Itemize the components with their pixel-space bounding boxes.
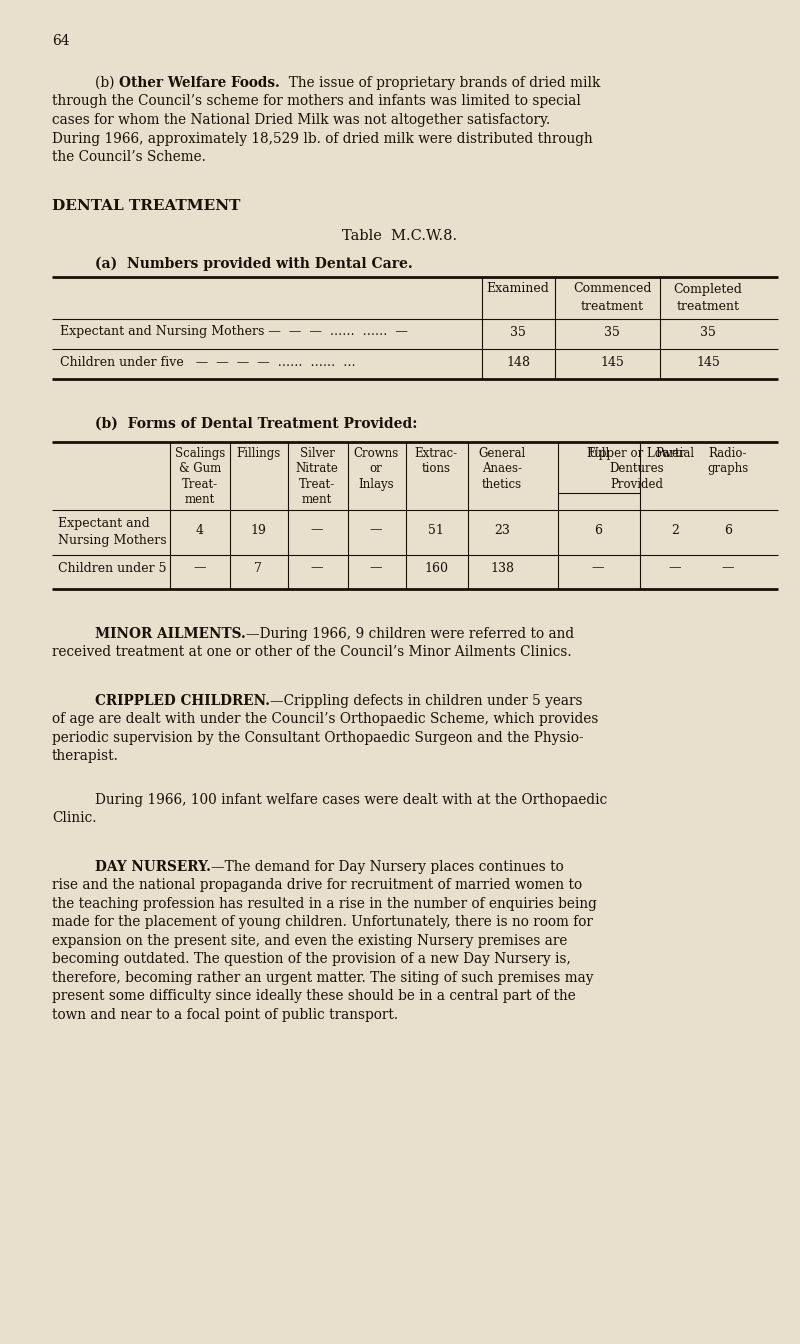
Text: 6: 6: [724, 524, 732, 536]
Text: tions: tions: [422, 462, 450, 474]
Text: —The demand for Day Nursery places continues to: —The demand for Day Nursery places conti…: [211, 860, 564, 874]
Text: expansion on the present site, and even the existing Nursery premises are: expansion on the present site, and even …: [52, 934, 567, 948]
Text: Clinic.: Clinic.: [52, 810, 97, 825]
Text: During 1966, 100 infant welfare cases were dealt with at the Orthopaedic: During 1966, 100 infant welfare cases we…: [95, 793, 607, 806]
Text: therefore, becoming rather an urgent matter. The siting of such premises may: therefore, becoming rather an urgent mat…: [52, 970, 594, 985]
Text: Nitrate: Nitrate: [295, 462, 338, 474]
Text: Crowns: Crowns: [354, 446, 398, 460]
Text: —: —: [669, 562, 682, 574]
Text: Scalings: Scalings: [175, 446, 225, 460]
Text: Silver: Silver: [299, 446, 334, 460]
Text: Other Welfare Foods.: Other Welfare Foods.: [119, 77, 280, 90]
Text: treatment: treatment: [581, 300, 643, 313]
Text: Commenced: Commenced: [573, 282, 651, 296]
Text: (b)  Forms of Dental Treatment Provided:: (b) Forms of Dental Treatment Provided:: [95, 417, 418, 430]
Text: 35: 35: [700, 325, 716, 339]
Text: —: —: [370, 524, 382, 536]
Text: 35: 35: [510, 325, 526, 339]
Text: (a)  Numbers provided with Dental Care.: (a) Numbers provided with Dental Care.: [95, 257, 413, 271]
Text: 4: 4: [196, 524, 204, 536]
Text: Nursing Mothers: Nursing Mothers: [58, 534, 166, 547]
Text: Upper or Lower: Upper or Lower: [589, 446, 684, 460]
Text: 145: 145: [600, 356, 624, 368]
Text: DAY NURSERY.: DAY NURSERY.: [95, 860, 211, 874]
Text: 160: 160: [424, 562, 448, 574]
Text: DENTAL TREATMENT: DENTAL TREATMENT: [52, 199, 240, 212]
Text: Full: Full: [586, 446, 610, 460]
Text: (b): (b): [95, 77, 119, 90]
Text: 138: 138: [490, 562, 514, 574]
Text: —: —: [194, 562, 206, 574]
Text: becoming outdated. The question of the provision of a new Day Nursery is,: becoming outdated. The question of the p…: [52, 952, 571, 966]
Text: or: or: [370, 462, 382, 474]
Text: the Council’s Scheme.: the Council’s Scheme.: [52, 151, 206, 164]
Text: Children under 5: Children under 5: [58, 562, 166, 574]
Text: Children under five   —  —  —  —  ……  ……  …: Children under five — — — — …… …… …: [60, 356, 356, 368]
Text: —: —: [722, 562, 734, 574]
Text: 19: 19: [250, 524, 266, 536]
Text: Extrac-: Extrac-: [414, 446, 458, 460]
Text: Examined: Examined: [486, 282, 550, 296]
Text: periodic supervision by the Consultant Orthopaedic Surgeon and the Physio-: periodic supervision by the Consultant O…: [52, 731, 584, 745]
Text: The issue of proprietary brands of dried milk: The issue of proprietary brands of dried…: [280, 77, 600, 90]
Text: Treat-: Treat-: [299, 477, 335, 491]
Text: Treat-: Treat-: [182, 477, 218, 491]
Text: Dentures: Dentures: [609, 462, 664, 474]
Text: —: —: [310, 562, 323, 574]
Text: made for the placement of young children. Unfortunately, there is no room for: made for the placement of young children…: [52, 915, 593, 929]
Text: —During 1966, 9 children were referred to and: —During 1966, 9 children were referred t…: [246, 626, 574, 641]
Text: General: General: [478, 446, 526, 460]
Text: therapist.: therapist.: [52, 749, 119, 763]
Text: present some difficulty since ideally these should be in a central part of the: present some difficulty since ideally th…: [52, 989, 576, 1003]
Text: —: —: [310, 524, 323, 536]
Text: through the Council’s scheme for mothers and infants was limited to special: through the Council’s scheme for mothers…: [52, 94, 581, 109]
Text: MINOR AILMENTS.: MINOR AILMENTS.: [95, 626, 246, 641]
Text: of age are dealt with under the Council’s Orthopaedic Scheme, which provides: of age are dealt with under the Council’…: [52, 712, 598, 726]
Text: 64: 64: [52, 34, 70, 48]
Text: treatment: treatment: [677, 300, 739, 313]
Text: cases for whom the National Dried Milk was not altogether satisfactory.: cases for whom the National Dried Milk w…: [52, 113, 550, 126]
Text: 145: 145: [696, 356, 720, 368]
Text: —: —: [592, 562, 604, 574]
Text: & Gum: & Gum: [179, 462, 221, 474]
Text: received treatment at one or other of the Council’s Minor Ailments Clinics.: received treatment at one or other of th…: [52, 645, 572, 659]
Text: graphs: graphs: [707, 462, 749, 474]
Text: Fillings: Fillings: [236, 446, 280, 460]
Text: town and near to a focal point of public transport.: town and near to a focal point of public…: [52, 1008, 398, 1021]
Text: Radio-: Radio-: [709, 446, 747, 460]
Text: 6: 6: [594, 524, 602, 536]
Text: Provided: Provided: [610, 477, 663, 491]
Text: 23: 23: [494, 524, 510, 536]
Text: ment: ment: [185, 493, 215, 505]
Text: —Crippling defects in children under 5 years: —Crippling defects in children under 5 y…: [270, 694, 582, 707]
Text: Partial: Partial: [655, 446, 694, 460]
Text: Expectant and Nursing Mothers —  —  —  ……  ……  —: Expectant and Nursing Mothers — — — …… ……: [60, 325, 408, 339]
Text: rise and the national propaganda drive for recruitment of married women to: rise and the national propaganda drive f…: [52, 878, 582, 892]
Text: Completed: Completed: [674, 282, 742, 296]
Text: —: —: [370, 562, 382, 574]
Text: During 1966, approximately 18,529 lb. of dried milk were distributed through: During 1966, approximately 18,529 lb. of…: [52, 132, 593, 145]
Text: 35: 35: [604, 325, 620, 339]
Text: CRIPPLED CHILDREN.: CRIPPLED CHILDREN.: [95, 694, 270, 707]
Text: 51: 51: [428, 524, 444, 536]
Text: 148: 148: [506, 356, 530, 368]
Text: 7: 7: [254, 562, 262, 574]
Text: the teaching profession has resulted in a rise in the number of enquiries being: the teaching profession has resulted in …: [52, 896, 597, 910]
Text: Expectant and: Expectant and: [58, 516, 150, 530]
Text: Inlays: Inlays: [358, 477, 394, 491]
Text: ment: ment: [302, 493, 332, 505]
Text: 2: 2: [671, 524, 679, 536]
Text: Anaes-: Anaes-: [482, 462, 522, 474]
Text: Table  M.C.W.8.: Table M.C.W.8.: [342, 228, 458, 242]
Text: thetics: thetics: [482, 477, 522, 491]
